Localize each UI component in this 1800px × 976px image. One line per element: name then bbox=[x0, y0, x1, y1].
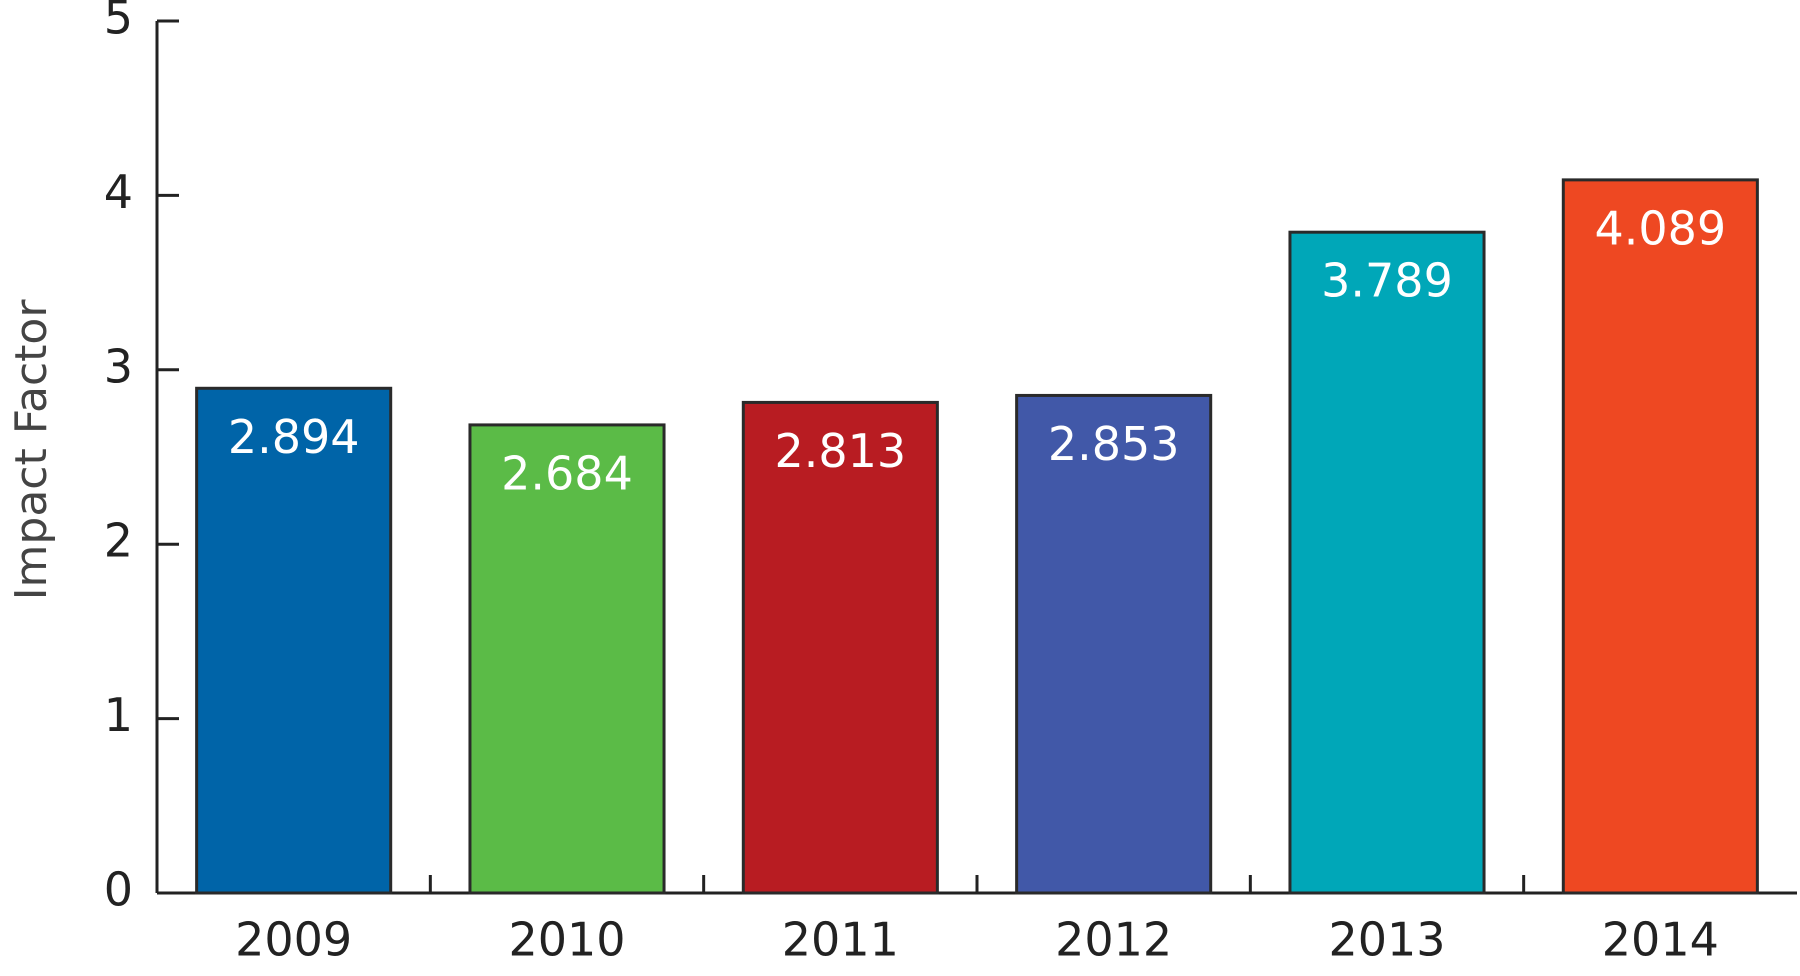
bar bbox=[195, 386, 393, 895]
y-tick-label: 1 bbox=[104, 688, 133, 742]
y-axis-label: Impact Factor bbox=[6, 299, 57, 601]
y-tick-label: 4 bbox=[104, 165, 133, 219]
value-label: 2.894 bbox=[228, 410, 360, 464]
value-label: 3.789 bbox=[1321, 254, 1453, 308]
y-tick-label: 2 bbox=[104, 514, 133, 568]
x-tick-label: 2009 bbox=[235, 913, 352, 967]
y-tick-label: 5 bbox=[104, 0, 133, 45]
bar bbox=[741, 400, 939, 895]
x-tick-label: 2011 bbox=[782, 913, 899, 967]
value-label: 4.089 bbox=[1594, 201, 1726, 255]
x-tick-label: 2013 bbox=[1328, 913, 1445, 967]
bar bbox=[1561, 178, 1759, 895]
x-tick-label: 2012 bbox=[1055, 913, 1172, 967]
y-tick-label: 3 bbox=[104, 339, 133, 393]
value-label: 2.813 bbox=[774, 424, 906, 478]
value-label: 2.684 bbox=[501, 446, 633, 500]
x-tick-label: 2014 bbox=[1602, 913, 1719, 967]
y-tick-label: 0 bbox=[104, 863, 133, 917]
bar bbox=[1015, 393, 1213, 895]
x-tick-label: 2010 bbox=[508, 913, 625, 967]
bar bbox=[468, 423, 666, 895]
value-label: 2.853 bbox=[1048, 417, 1180, 471]
bar bbox=[1288, 230, 1486, 895]
